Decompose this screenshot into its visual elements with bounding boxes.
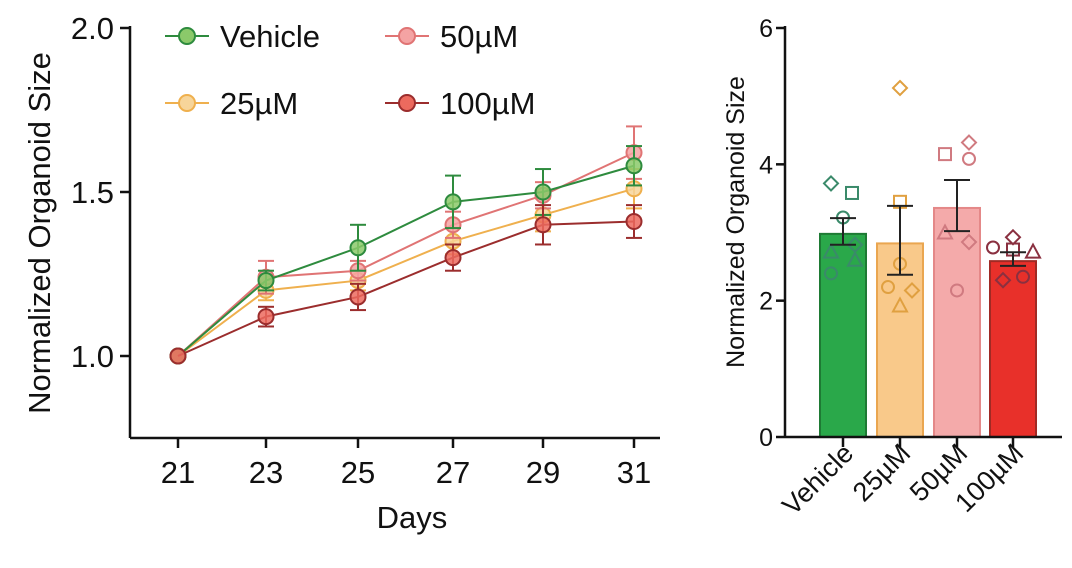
replicate-point-circle — [986, 240, 1000, 255]
y-tick-label: 0 — [759, 424, 773, 452]
x-tick-label: 25µM — [847, 438, 916, 507]
replicate-point-circle — [824, 266, 838, 281]
legend-marker — [398, 94, 416, 112]
replicate-point-diamond — [960, 233, 978, 251]
series-line-100µM — [177, 220, 635, 357]
legend-label: 50µM — [440, 19, 518, 54]
x-tick-label: 25 — [341, 455, 375, 490]
legend-marker — [178, 94, 196, 112]
right-y-axis-label: Normalized Organoid Size — [722, 76, 750, 368]
bar-chart: Normalized Organoid Size 0 2 4 6 Vehicle25µM… — [722, 15, 1062, 521]
legend-label: 100µM — [440, 86, 535, 121]
replicate-point-triangle — [846, 250, 864, 267]
y-tick-label: 6 — [759, 15, 773, 43]
replicate-point-diamond — [1004, 228, 1022, 246]
legend-marker — [178, 27, 196, 45]
replicate-point-diamond — [960, 134, 978, 151]
data-point-100µM — [534, 216, 552, 234]
replicate-point-square — [845, 185, 859, 200]
series-line-Vehicle — [177, 164, 635, 357]
data-point-Vehicle — [444, 193, 462, 211]
y-tick-label: 4 — [759, 151, 773, 179]
replicate-point-square — [938, 147, 952, 162]
x-tick-label: 29 — [526, 455, 560, 490]
y-tick-label: 2 — [759, 288, 773, 316]
legend-label: Vehicle — [220, 19, 320, 54]
y-tick-label: 2.0 — [71, 11, 114, 46]
bar-Vehicle — [819, 232, 867, 438]
x-tick-label: 23 — [249, 455, 283, 490]
data-point-Vehicle — [349, 239, 367, 257]
series-line-25µM — [177, 187, 635, 357]
replicate-point-circle — [881, 280, 895, 295]
legend-marker — [398, 27, 416, 45]
replicate-point-circle — [950, 283, 964, 298]
y-tick-label: 1.0 — [71, 339, 114, 374]
line-chart: Normalized Organoid Size Days 1.0 1.5 2.0 2… — [22, 11, 660, 535]
data-point-100µM — [444, 249, 462, 267]
replicate-point-diamond — [822, 175, 840, 192]
left-x-axis-label: Days — [377, 500, 448, 535]
replicate-point-circle — [1016, 269, 1030, 284]
data-point-100µM — [169, 347, 187, 365]
x-tick-label: 27 — [436, 455, 470, 490]
data-point-Vehicle — [625, 157, 643, 175]
replicate-point-triangle — [891, 296, 909, 313]
legend-label: 25µM — [220, 86, 298, 121]
data-point-Vehicle — [534, 183, 552, 201]
data-point-Vehicle — [257, 272, 275, 290]
data-point-100µM — [257, 308, 275, 326]
replicate-point-circle — [962, 151, 976, 166]
replicate-point-triangle — [822, 242, 840, 259]
replicate-point-diamond — [994, 271, 1012, 289]
data-point-100µM — [349, 288, 367, 306]
x-tick-label: 31 — [617, 455, 651, 490]
replicate-point-diamond — [891, 79, 909, 97]
y-tick-label: 1.5 — [71, 175, 114, 210]
data-point-100µM — [625, 213, 643, 231]
replicate-point-diamond — [903, 282, 921, 299]
bar-100µM — [989, 260, 1037, 438]
x-tick-label: 21 — [161, 455, 195, 490]
replicate-point-triangle — [1024, 242, 1042, 259]
left-y-axis-label: Normalized Organoid Size — [22, 52, 57, 414]
x-tick-label: Vehicle — [776, 438, 859, 521]
bar-50µM — [933, 206, 981, 438]
